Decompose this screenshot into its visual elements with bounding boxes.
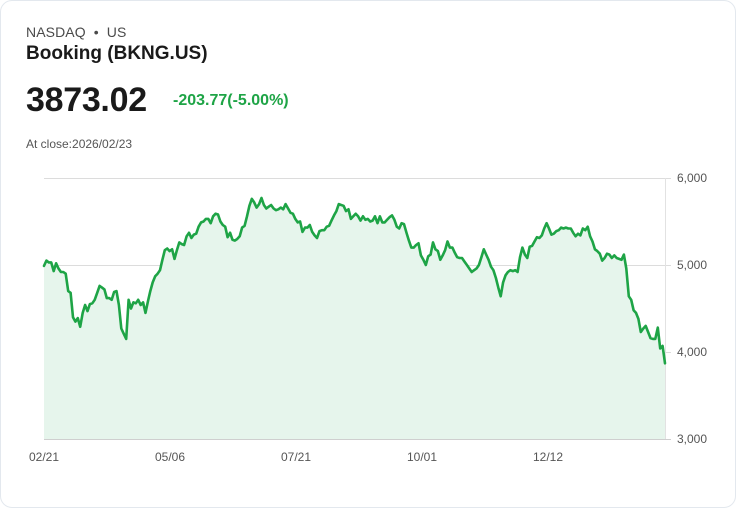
exchange-name: NASDAQ xyxy=(26,24,86,40)
stock-title: Booking (BKNG.US) xyxy=(26,43,208,64)
chart-area-fill xyxy=(44,198,665,439)
region-label: US xyxy=(106,24,127,40)
y-tick-label: 5,000 xyxy=(677,258,707,272)
exchange-line: NASDAQ • US xyxy=(26,24,126,40)
y-tick-label: 4,000 xyxy=(677,345,707,359)
price-change: -203.77(-5.00%) xyxy=(173,92,289,109)
close-date: At close:2026/02/23 xyxy=(26,137,133,151)
y-tick-label: 3,000 xyxy=(677,432,707,446)
x-tick-label: 07/21 xyxy=(281,450,311,464)
y-tick-label: 6,000 xyxy=(677,171,707,185)
chart-price-line[interactable] xyxy=(42,196,667,365)
current-price: 3873.02 xyxy=(26,81,147,119)
x-tick-label: 02/21 xyxy=(29,450,59,464)
x-tick-label: 12/12 xyxy=(533,450,563,464)
x-tick-label: 05/06 xyxy=(155,450,185,464)
x-axis: 02/21 05/06 07/21 10/01 12/12 xyxy=(29,450,563,464)
x-tick-label: 10/01 xyxy=(407,450,437,464)
y-axis: 6,000 5,000 4,000 3,000 xyxy=(677,171,707,446)
separator-dot: • xyxy=(93,24,99,40)
